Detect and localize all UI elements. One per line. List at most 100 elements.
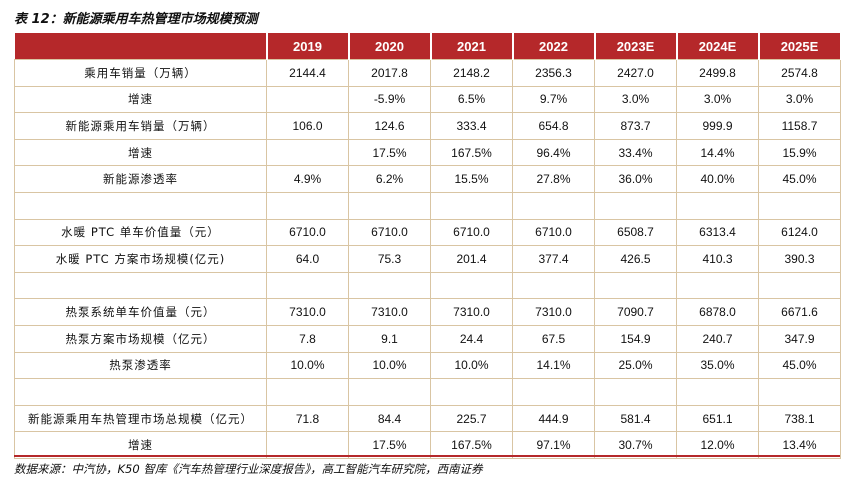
- table-cell: 390.3: [758, 245, 841, 273]
- table-cell: 71.8: [266, 404, 349, 433]
- table-cell: [266, 378, 349, 406]
- table-cell: 10.0%: [348, 351, 431, 380]
- table-cell: [758, 191, 841, 220]
- table-cell: 24.4: [430, 324, 513, 353]
- table-cell: 154.9: [594, 324, 677, 353]
- table-cell: 106.0: [266, 112, 349, 140]
- table-cell: [594, 378, 677, 406]
- table-cell: 17.5%: [348, 138, 431, 167]
- row-label: [14, 378, 267, 406]
- table-cell: 14.1%: [512, 351, 595, 380]
- table-cell: 7310.0: [430, 298, 513, 326]
- table-cell: 17.5%: [348, 431, 431, 459]
- table-cell: 347.9: [758, 324, 841, 353]
- table-cell: 6710.0: [266, 218, 349, 247]
- table-cell: 10.0%: [266, 351, 349, 380]
- row-label: 水暖 PTC 单车价值量（元）: [14, 218, 267, 247]
- table-cell: [430, 271, 513, 300]
- table-cell: 6124.0: [758, 218, 841, 247]
- table-cell: 64.0: [266, 245, 349, 273]
- table-cell: 240.7: [676, 324, 759, 353]
- table-cell: [266, 85, 349, 114]
- table-cell: 6710.0: [430, 218, 513, 247]
- table-cell: 6313.4: [676, 218, 759, 247]
- table-row: 乘用车销量（万辆） 2144.4 2017.8 2148.2 2356.3 2427.0 2…: [14, 59, 841, 87]
- table-row: [14, 191, 841, 220]
- table-cell: 96.4%: [512, 138, 595, 167]
- table-cell: 167.5%: [430, 138, 513, 167]
- table-row: 热泵系统单车价值量（元） 7310.0 7310.0 7310.0 7310.0 7090…: [14, 298, 841, 326]
- table-cell: 75.3: [348, 245, 431, 273]
- table-cell: 45.0%: [758, 165, 841, 193]
- table-cell: 3.0%: [758, 85, 841, 114]
- table-cell: 7.8: [266, 324, 349, 353]
- table-cell: 6508.7: [594, 218, 677, 247]
- table-cell: 410.3: [676, 245, 759, 273]
- table-cell: 738.1: [758, 404, 841, 433]
- row-label: 乘用车销量（万辆）: [14, 59, 267, 87]
- table-cell: [348, 271, 431, 300]
- table-cell: 7310.0: [512, 298, 595, 326]
- row-label: 新能源渗透率: [14, 165, 267, 193]
- table-cell: [348, 378, 431, 406]
- table-row: [14, 271, 841, 300]
- table-cell: 201.4: [430, 245, 513, 273]
- table-header: 2019 2020 2021 2022 2023E 2024E 2025E: [14, 33, 842, 60]
- header-cell-label: [14, 33, 268, 60]
- table-cell: 581.4: [594, 404, 677, 433]
- table-cell: 4.9%: [266, 165, 349, 193]
- table-cell: 25.0%: [594, 351, 677, 380]
- table-cell: 6.2%: [348, 165, 431, 193]
- table-cell: 167.5%: [430, 431, 513, 459]
- table-cell: 33.4%: [594, 138, 677, 167]
- table-cell: [512, 191, 595, 220]
- table-cell: 14.4%: [676, 138, 759, 167]
- table-row: 新能源乘用车热管理市场总规模（亿元） 71.8 84.4 225.7 444.9 581.…: [14, 404, 841, 433]
- table-row: 热泵方案市场规模（亿元） 7.8 9.1 24.4 67.5 154.9 240.7 347.…: [14, 324, 841, 353]
- table-cell: 13.4%: [758, 431, 841, 459]
- table-cell: 6671.6: [758, 298, 841, 326]
- data-table-container: 2019 2020 2021 2022 2023E 2024E 2025E 乘用…: [14, 33, 842, 459]
- table-cell: 45.0%: [758, 351, 841, 380]
- table-cell: 2356.3: [512, 59, 595, 87]
- table-cell: 7310.0: [348, 298, 431, 326]
- table-cell: [348, 191, 431, 220]
- table-cell: 7310.0: [266, 298, 349, 326]
- row-label: 热泵渗透率: [14, 351, 267, 380]
- table-cell: 1158.7: [758, 112, 841, 140]
- row-label: [14, 271, 267, 300]
- table-row: 增速 17.5% 167.5% 96.4% 33.4% 14.4% 15.9%: [14, 138, 841, 167]
- table-cell: [266, 271, 349, 300]
- table-cell: [758, 378, 841, 406]
- table-cell: [594, 271, 677, 300]
- source-note: 数据来源：中汽协，K50 智库《汽车热管理行业深度报告》，高工智能汽车研究院，西…: [14, 462, 483, 476]
- market-size-table: 2019 2020 2021 2022 2023E 2024E 2025E 乘用…: [14, 33, 842, 459]
- table-cell: 6878.0: [676, 298, 759, 326]
- table-title: 表 12：新能源乘用车热管理市场规模预测: [14, 12, 258, 27]
- table-cell: 225.7: [430, 404, 513, 433]
- table-cell: 6710.0: [348, 218, 431, 247]
- table-cell: [594, 191, 677, 220]
- table-cell: 2148.2: [430, 59, 513, 87]
- table-cell: 444.9: [512, 404, 595, 433]
- row-label: 水暖 PTC 方案市场规模(亿元): [14, 245, 267, 273]
- table-cell: [430, 378, 513, 406]
- table-cell: [758, 271, 841, 300]
- table-row: 热泵渗透率 10.0% 10.0% 10.0% 14.1% 25.0% 35.0% 45.0%: [14, 351, 841, 380]
- header-cell: 2019: [265, 33, 350, 60]
- table-cell: 651.1: [676, 404, 759, 433]
- table-cell: [512, 271, 595, 300]
- header-cell: 2025E: [757, 33, 842, 60]
- table-row: 新能源渗透率 4.9% 6.2% 15.5% 27.8% 36.0% 40.0% 45.0%: [14, 165, 841, 193]
- table-cell: [676, 271, 759, 300]
- row-label: 增速: [14, 85, 267, 114]
- table-cell: [266, 191, 349, 220]
- table-cell: 2144.4: [266, 59, 349, 87]
- table-cell: 654.8: [512, 112, 595, 140]
- table-cell: 333.4: [430, 112, 513, 140]
- table-body: 乘用车销量（万辆） 2144.4 2017.8 2148.2 2356.3 2427.0 2…: [14, 59, 841, 459]
- row-label: 热泵系统单车价值量（元）: [14, 298, 267, 326]
- table-cell: 6.5%: [430, 85, 513, 114]
- table-cell: 12.0%: [676, 431, 759, 459]
- table-cell: 3.0%: [676, 85, 759, 114]
